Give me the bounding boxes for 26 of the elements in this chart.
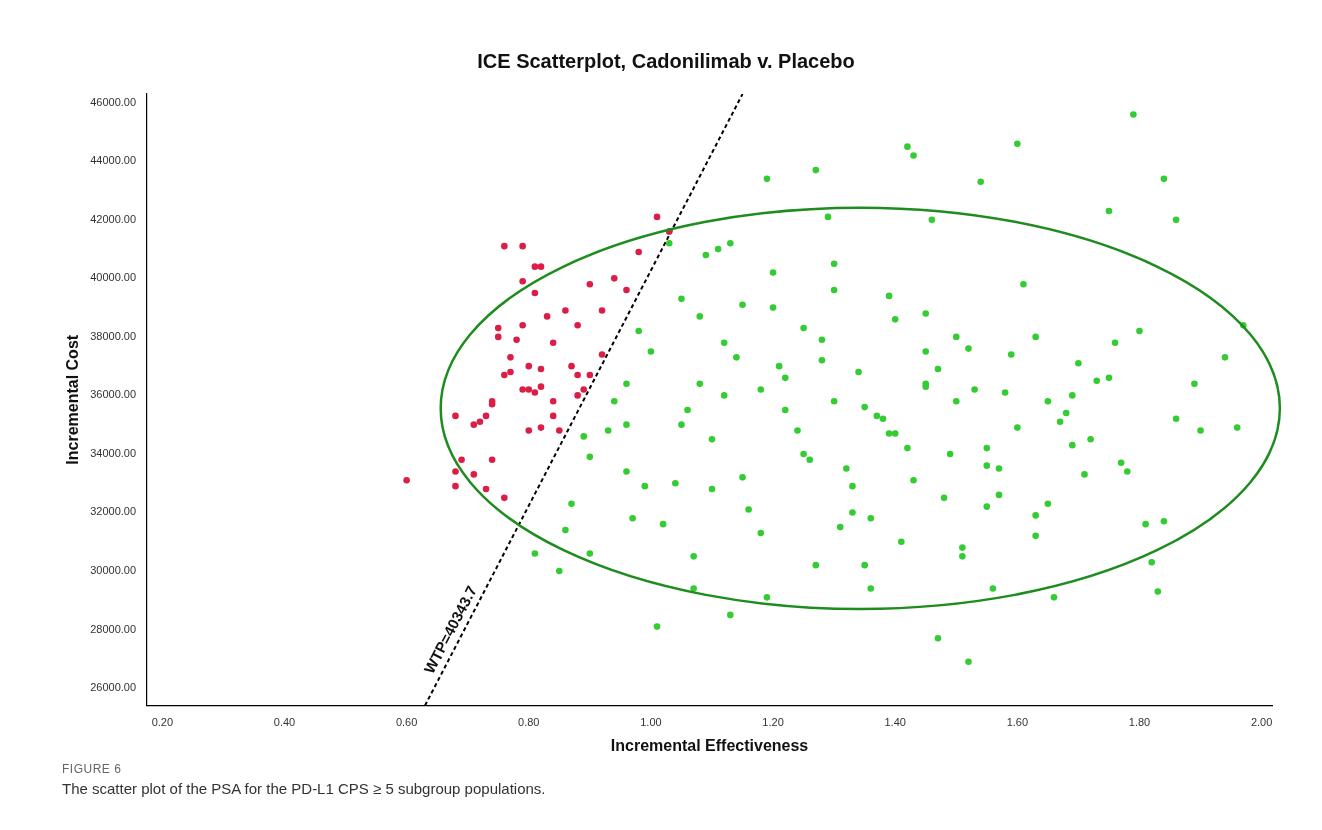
y-tick-label: 40000.00 [90, 271, 137, 284]
x-tick-label: 0.20 [151, 716, 174, 729]
caption: FIGURE 6 [62, 762, 123, 776]
y-tick-label: 32000.00 [90, 505, 137, 518]
x-tick-label: 1.60 [1006, 716, 1029, 729]
x-tick-label: 1.20 [762, 716, 784, 729]
y-axis-title: Incremental Cost [64, 334, 82, 465]
x-tick-label: 1.40 [884, 716, 906, 729]
y-tick-label: 42000.00 [90, 212, 137, 225]
y-tick-label: 28000.00 [90, 622, 137, 635]
x-tick-label: 2.00 [1250, 716, 1273, 729]
x-tick-label: 1.80 [1128, 716, 1151, 729]
text: The scatter plot of the PSA for the PD-L1 CPS ≥ 5 subgroup populations. [62, 780, 547, 797]
y-tick-label: 44000.00 [90, 154, 137, 167]
y-tick-label: 46000.00 [90, 95, 137, 108]
x-tick-label: 0.40 [273, 716, 296, 729]
x-axis-title: Incremental Effectiveness [610, 736, 809, 754]
y-tick-label: 26000.00 [90, 681, 137, 694]
y-tick-label: 36000.00 [90, 388, 137, 401]
y-tick-label: 38000.00 [90, 329, 137, 342]
chart-title: ICE Scatterplot, Cadonilimab v. Placebo [477, 49, 855, 72]
y-tick-label: 34000.00 [90, 446, 137, 459]
y-tick-label: 30000.00 [90, 564, 137, 577]
x-tick-label: 0.80 [518, 716, 540, 729]
x-tick-label: 1.00 [640, 716, 662, 729]
x-tick-label: 0.60 [395, 716, 418, 729]
